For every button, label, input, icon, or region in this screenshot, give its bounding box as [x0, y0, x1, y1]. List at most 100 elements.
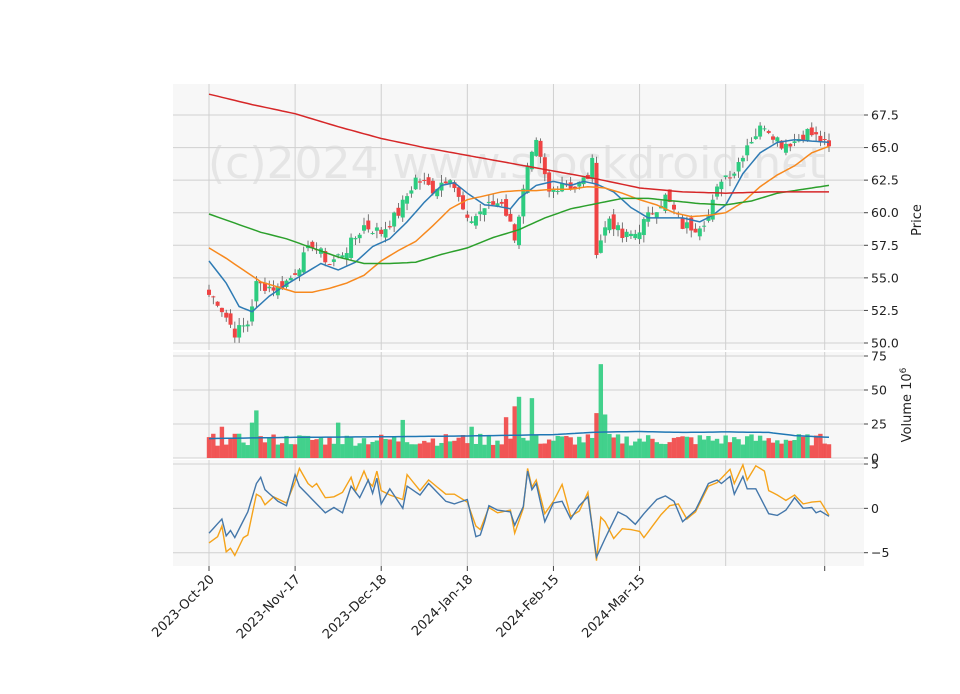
candle-up: [486, 201, 491, 204]
volume-bar: [650, 438, 655, 458]
candle-up: [241, 325, 246, 327]
volume-bar: [413, 444, 418, 458]
candle-down: [456, 187, 461, 197]
candle-down: [207, 289, 211, 295]
volume-bar: [301, 435, 306, 458]
volume-bar: [249, 422, 255, 458]
volume-bar: [594, 413, 599, 458]
volume-bar: [456, 437, 461, 458]
candle-up: [641, 219, 646, 236]
volume-bar: [740, 444, 746, 458]
volume-tick-label: 25: [871, 417, 887, 432]
candle-up: [736, 162, 741, 172]
volume-bar: [658, 443, 664, 458]
volume-bar: [215, 445, 220, 458]
volume-bar: [503, 417, 509, 458]
volume-bar: [391, 436, 397, 458]
volume-bar: [727, 442, 733, 458]
oscillator-panel-bg: [173, 460, 864, 566]
volume-bar: [318, 437, 324, 458]
candle-up: [267, 286, 272, 289]
volume-bar: [516, 396, 522, 458]
candle-up: [710, 199, 715, 220]
volume-bar: [555, 435, 560, 458]
volume-bar: [512, 406, 517, 458]
volume-bar: [641, 441, 647, 458]
candle-up: [370, 233, 375, 235]
candle-down: [594, 162, 599, 255]
candle-down: [224, 312, 229, 318]
volume-bar: [241, 442, 246, 458]
candle-up: [715, 186, 720, 197]
volume-bar: [826, 444, 832, 458]
candle-down: [827, 140, 831, 147]
candle-up: [775, 137, 780, 142]
volume-bar: [275, 444, 281, 458]
volume-bar: [262, 442, 268, 458]
candle-up: [560, 183, 565, 192]
volume-bar: [460, 435, 466, 458]
candle-up: [534, 139, 539, 156]
candle-down: [219, 307, 224, 313]
candle-down: [417, 181, 422, 183]
candle-down: [426, 177, 431, 185]
volume-bar: [611, 437, 616, 458]
volume-bar: [602, 414, 608, 458]
moving-average-line-ma_slow: [208, 184, 830, 265]
candle-down: [366, 220, 371, 230]
candle-up: [792, 141, 797, 143]
candle-up: [740, 157, 745, 162]
candle-down: [672, 204, 676, 210]
volume-bar: [297, 435, 302, 458]
volume-bar: [800, 436, 806, 458]
volume-bar: [310, 439, 315, 458]
candle-up: [301, 252, 306, 273]
volume-bar: [706, 435, 711, 458]
candle-up: [706, 216, 711, 221]
candle-up: [758, 125, 763, 137]
candle-up: [529, 151, 534, 170]
candle-up: [400, 199, 405, 218]
candle-up: [237, 325, 242, 338]
volume-bar: [693, 444, 698, 458]
volume-bar: [744, 436, 750, 458]
candle-up: [616, 225, 621, 231]
candle-up: [349, 237, 354, 258]
candle-up: [254, 281, 259, 302]
volume-bar: [783, 439, 789, 458]
oscillator-tick-label: −5: [871, 545, 889, 560]
candle-down: [667, 189, 672, 202]
candle-up: [719, 181, 724, 190]
volume-bar: [559, 436, 565, 458]
candle-down: [779, 140, 784, 149]
volume-bar: [452, 440, 457, 458]
volume-axis-title: Volume 106: [899, 367, 915, 442]
volume-bar: [805, 434, 810, 458]
candle-up: [405, 196, 410, 204]
candle-up: [628, 233, 633, 237]
candle-down: [801, 134, 806, 141]
candle-down: [422, 179, 427, 182]
volume-bar: [426, 442, 431, 458]
candle-down: [327, 264, 332, 266]
volume-bar: [719, 443, 724, 458]
candle-down: [727, 177, 732, 179]
candle-up: [732, 173, 737, 176]
candle-up: [482, 208, 487, 215]
volume-bar: [422, 440, 427, 458]
candle-up: [753, 136, 758, 139]
volume-bar: [228, 437, 233, 458]
candle-down: [689, 217, 694, 231]
volume-bar: [766, 438, 771, 458]
volume-bar: [361, 438, 367, 458]
volume-bar: [628, 445, 634, 458]
candle-down: [508, 213, 513, 222]
volume-bar: [404, 442, 410, 458]
volume-bar: [542, 443, 548, 458]
candle-down: [293, 273, 298, 275]
volume-bar: [478, 433, 483, 458]
candle-up: [413, 177, 418, 190]
candle-down: [215, 301, 220, 306]
volume-bar: [546, 439, 552, 458]
